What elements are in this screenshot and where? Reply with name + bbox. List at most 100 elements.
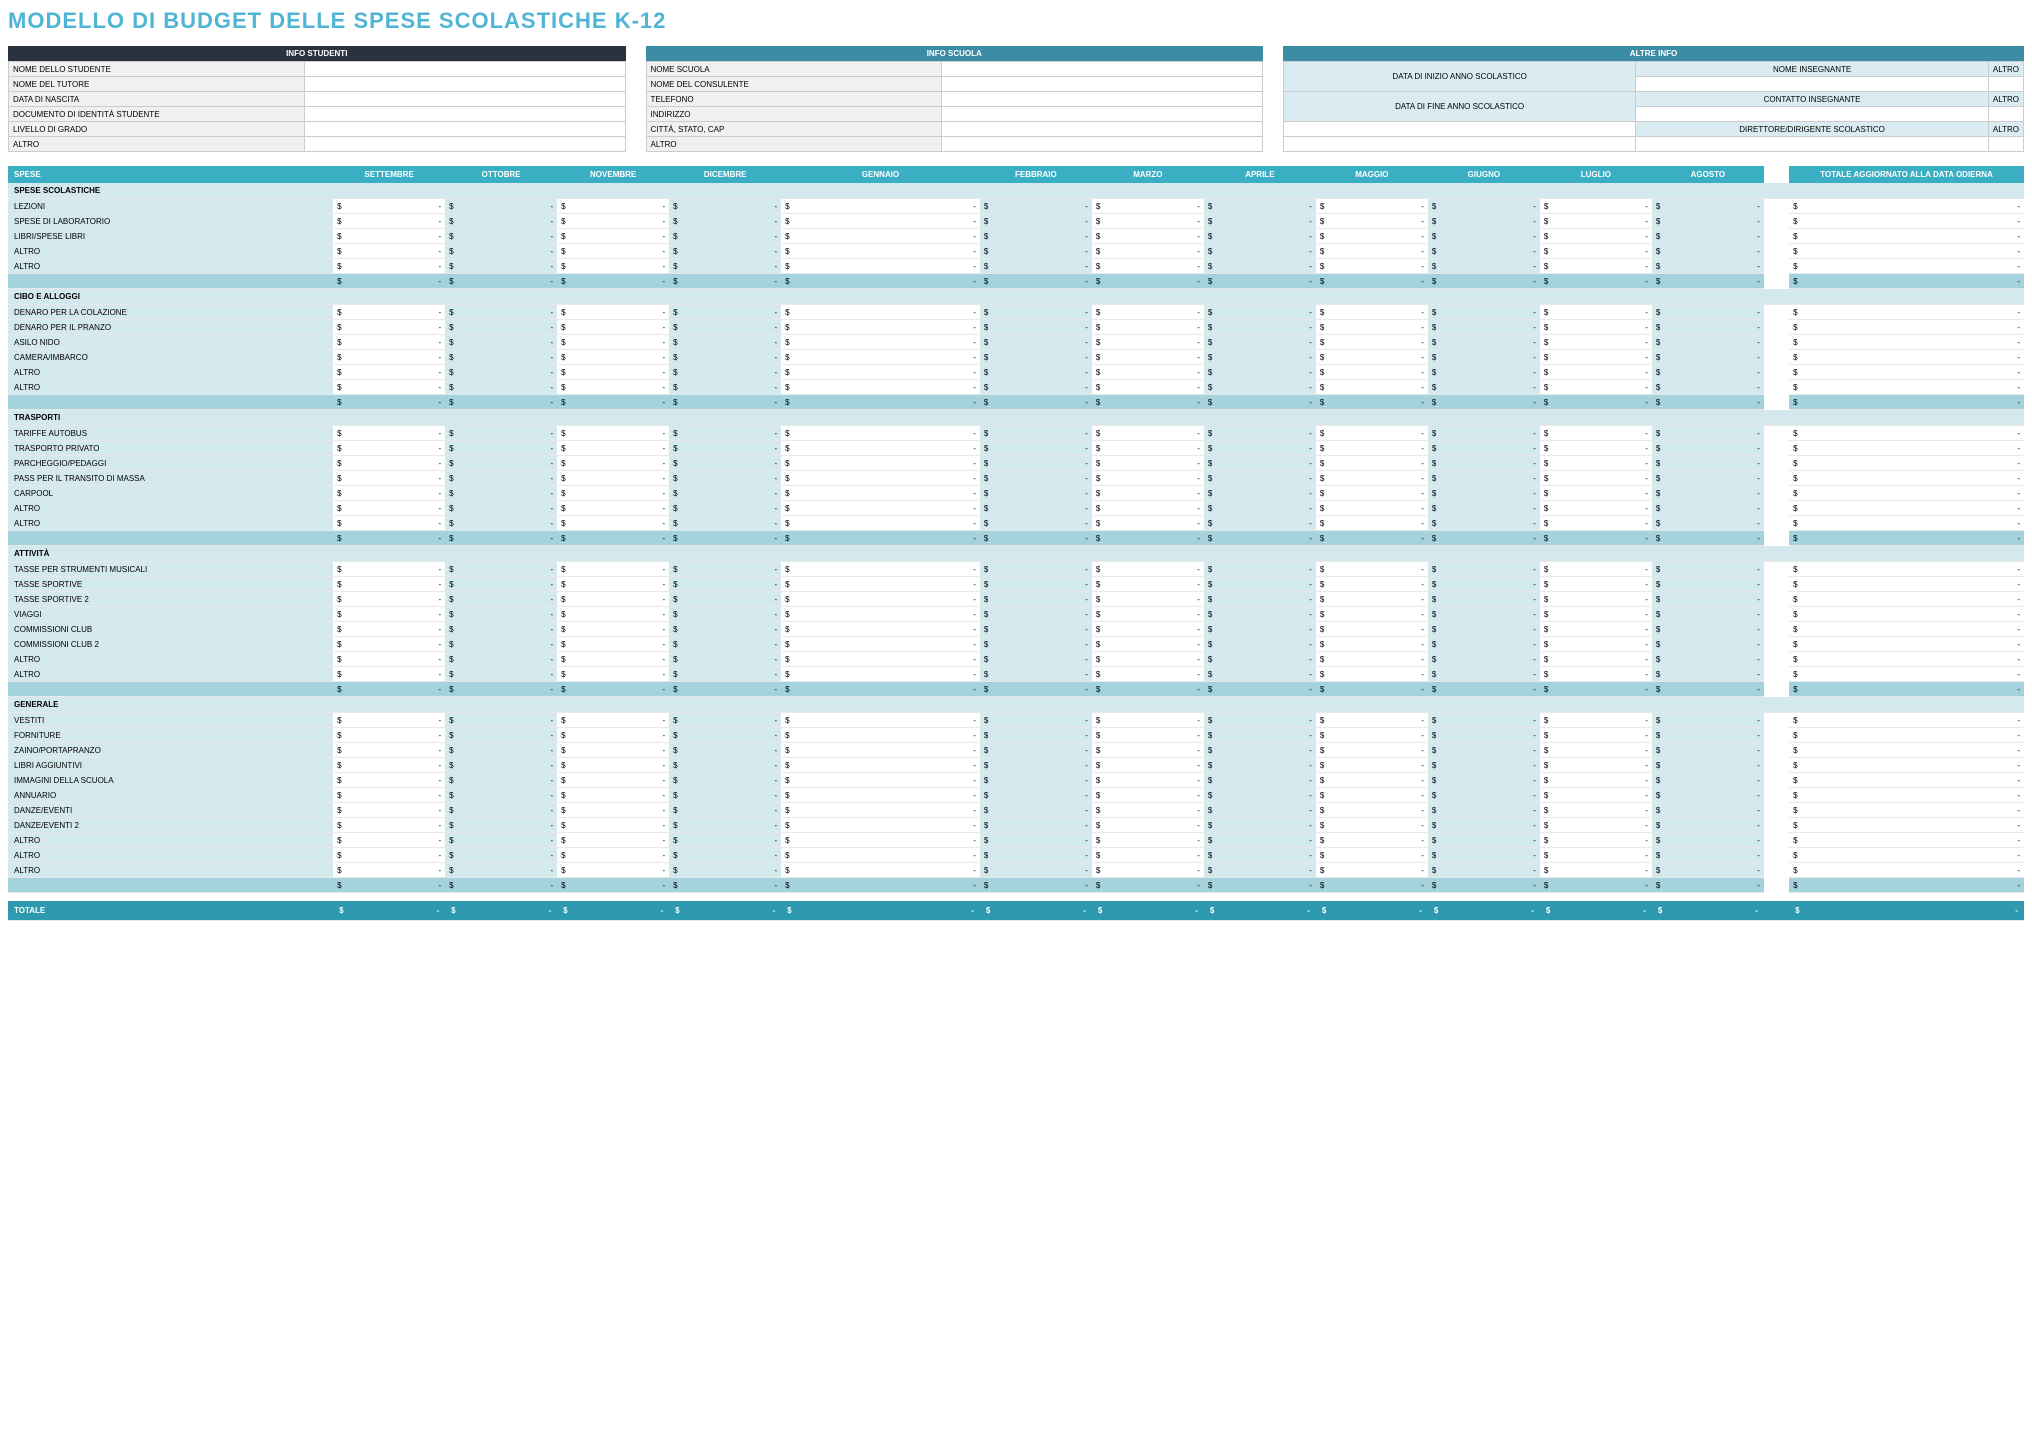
budget-cell[interactable]: $- [781, 833, 980, 848]
budget-cell[interactable]: $- [781, 380, 980, 395]
budget-cell[interactable]: $- [557, 199, 669, 214]
budget-cell[interactable]: $- [1540, 863, 1652, 878]
budget-cell[interactable]: $- [781, 788, 980, 803]
budget-cell[interactable]: $- [669, 562, 781, 577]
budget-cell[interactable]: $- [1652, 516, 1764, 531]
budget-cell[interactable]: $- [1316, 214, 1428, 229]
budget-cell[interactable]: $- [1540, 259, 1652, 274]
budget-cell[interactable]: $- [333, 607, 445, 622]
budget-cell[interactable]: $- [669, 788, 781, 803]
budget-cell[interactable]: $- [669, 456, 781, 471]
budget-cell[interactable]: $- [980, 728, 1092, 743]
budget-cell[interactable]: $- [1428, 758, 1540, 773]
budget-cell[interactable]: $- [1540, 758, 1652, 773]
budget-cell[interactable]: $- [1652, 199, 1764, 214]
budget-cell[interactable]: $- [1540, 622, 1652, 637]
info-value[interactable] [942, 62, 1263, 77]
budget-cell[interactable]: $- [1428, 214, 1540, 229]
budget-cell[interactable]: $- [669, 229, 781, 244]
budget-cell[interactable]: $- [1092, 305, 1204, 320]
info-other-value[interactable] [1988, 137, 2023, 152]
budget-cell[interactable]: $- [333, 456, 445, 471]
budget-cell[interactable]: $- [1789, 667, 2024, 682]
budget-cell[interactable]: $- [1092, 441, 1204, 456]
budget-cell[interactable]: $- [1428, 562, 1540, 577]
budget-cell[interactable]: $- [1652, 380, 1764, 395]
budget-cell[interactable]: $- [1789, 471, 2024, 486]
budget-cell[interactable]: $- [669, 365, 781, 380]
budget-cell[interactable]: $- [1540, 380, 1652, 395]
budget-cell[interactable]: $- [1204, 199, 1316, 214]
budget-cell[interactable]: $- [781, 562, 980, 577]
budget-cell[interactable]: $- [980, 471, 1092, 486]
budget-cell[interactable]: $- [1652, 471, 1764, 486]
budget-cell[interactable]: $- [1428, 577, 1540, 592]
budget-cell[interactable]: $- [1789, 380, 2024, 395]
budget-cell[interactable]: $- [1316, 667, 1428, 682]
budget-cell[interactable]: $- [1540, 501, 1652, 516]
budget-cell[interactable]: $- [1789, 833, 2024, 848]
budget-cell[interactable]: $- [333, 592, 445, 607]
budget-cell[interactable]: $- [1204, 426, 1316, 441]
budget-cell[interactable]: $- [1316, 803, 1428, 818]
budget-cell[interactable]: $- [1428, 743, 1540, 758]
budget-cell[interactable]: $- [1428, 335, 1540, 350]
budget-cell[interactable]: $- [1540, 365, 1652, 380]
budget-cell[interactable]: $- [1204, 441, 1316, 456]
budget-cell[interactable]: $- [445, 607, 557, 622]
budget-cell[interactable]: $- [1204, 758, 1316, 773]
budget-cell[interactable]: $- [669, 773, 781, 788]
budget-cell[interactable]: $- [1092, 728, 1204, 743]
budget-cell[interactable]: $- [669, 848, 781, 863]
budget-cell[interactable]: $- [1428, 199, 1540, 214]
budget-cell[interactable]: $- [1789, 818, 2024, 833]
budget-cell[interactable]: $- [980, 562, 1092, 577]
budget-cell[interactable]: $- [333, 214, 445, 229]
budget-cell[interactable]: $- [333, 365, 445, 380]
budget-cell[interactable]: $- [1652, 622, 1764, 637]
budget-cell[interactable]: $- [1789, 652, 2024, 667]
budget-cell[interactable]: $- [445, 501, 557, 516]
budget-cell[interactable]: $- [1789, 456, 2024, 471]
budget-cell[interactable]: $- [557, 788, 669, 803]
budget-cell[interactable]: $- [1540, 728, 1652, 743]
budget-cell[interactable]: $- [1789, 229, 2024, 244]
budget-cell[interactable]: $- [781, 622, 980, 637]
budget-cell[interactable]: $- [1316, 350, 1428, 365]
budget-cell[interactable]: $- [980, 577, 1092, 592]
budget-cell[interactable]: $- [980, 214, 1092, 229]
budget-cell[interactable]: $- [1540, 471, 1652, 486]
budget-cell[interactable]: $- [781, 486, 980, 501]
budget-cell[interactable]: $- [980, 320, 1092, 335]
budget-cell[interactable]: $- [1092, 244, 1204, 259]
budget-cell[interactable]: $- [980, 773, 1092, 788]
budget-cell[interactable]: $- [557, 773, 669, 788]
budget-cell[interactable]: $- [1204, 259, 1316, 274]
budget-cell[interactable]: $- [669, 622, 781, 637]
budget-cell[interactable]: $- [557, 380, 669, 395]
budget-cell[interactable]: $- [333, 637, 445, 652]
budget-cell[interactable]: $- [980, 667, 1092, 682]
info-other-value[interactable] [1988, 107, 2023, 122]
budget-cell[interactable]: $- [781, 471, 980, 486]
budget-cell[interactable]: $- [1789, 803, 2024, 818]
budget-cell[interactable]: $- [333, 305, 445, 320]
budget-cell[interactable]: $- [1316, 758, 1428, 773]
budget-cell[interactable]: $- [781, 244, 980, 259]
budget-cell[interactable]: $- [781, 365, 980, 380]
budget-cell[interactable]: $- [781, 758, 980, 773]
budget-cell[interactable]: $- [445, 637, 557, 652]
budget-cell[interactable]: $- [1092, 214, 1204, 229]
budget-cell[interactable]: $- [1540, 833, 1652, 848]
budget-cell[interactable]: $- [781, 350, 980, 365]
budget-cell[interactable]: $- [980, 803, 1092, 818]
budget-cell[interactable]: $- [1428, 259, 1540, 274]
budget-cell[interactable]: $- [1204, 471, 1316, 486]
budget-cell[interactable]: $- [980, 244, 1092, 259]
budget-cell[interactable]: $- [1540, 244, 1652, 259]
budget-cell[interactable]: $- [445, 848, 557, 863]
budget-cell[interactable]: $- [781, 214, 980, 229]
budget-cell[interactable]: $- [1428, 365, 1540, 380]
budget-cell[interactable]: $- [781, 863, 980, 878]
budget-cell[interactable]: $- [980, 441, 1092, 456]
